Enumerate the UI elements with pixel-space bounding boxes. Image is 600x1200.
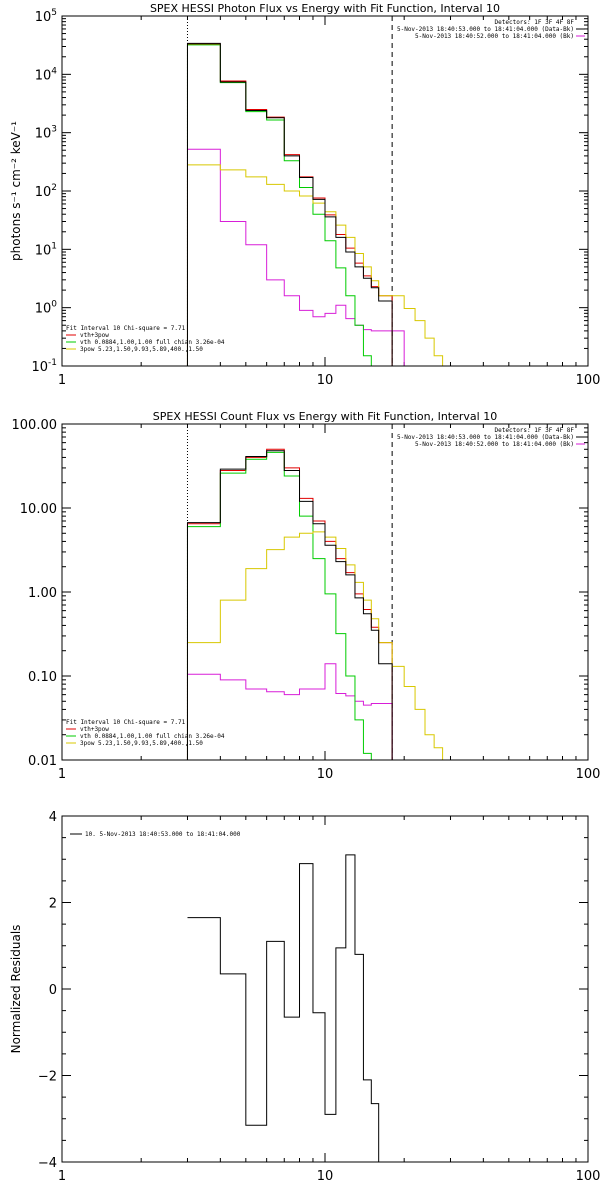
y-tick-label: 101	[35, 241, 57, 258]
x-tick-label: 1	[58, 373, 66, 388]
x-tick-label: 1	[58, 1169, 66, 1184]
legend-entry: 10. 5-Nov-2013 18:40:53.000 to 18:41:04.…	[85, 831, 241, 838]
chart-title: SPEX HESSI Count Flux vs Energy with Fit…	[153, 410, 497, 423]
chart-panel-2: SPEX HESSI Count Flux vs Energy with Fit…	[12, 410, 600, 782]
legend-entry: 3pow 5.23,1.50,9.93,5.89,400.,1.50	[80, 740, 203, 747]
y-tick-label: 0.10	[28, 670, 57, 685]
plot-frame	[61, 423, 589, 761]
header-line: Detectors: 1F 3F 4F 8F	[495, 427, 575, 434]
x-tick-label: 10	[317, 767, 334, 782]
y-tick-label: 100.00	[12, 418, 58, 433]
y-axis-label: Normalized Residuals	[9, 925, 23, 1054]
y-tick-label: 105	[35, 8, 57, 25]
x-tick-label: 100	[576, 373, 600, 388]
y-tick-label: 103	[35, 125, 57, 142]
header-line: 5-Nov-2013 18:40:52.000 to 18:41:04.000 …	[415, 33, 574, 40]
legend-entry: vth+3pow	[80, 726, 109, 733]
header-line: 5-Nov-2013 18:40:52.000 to 18:41:04.000 …	[415, 441, 574, 448]
x-tick-label: 1	[58, 767, 66, 782]
series-line-1	[187, 854, 380, 1162]
x-tick-label: 100	[576, 767, 600, 782]
chart-panel-3: Normalized Residuals 1 10 100 −4 −2 0 2 4 10. 5-N…	[9, 810, 600, 1184]
header-line: 5-Nov-2013 18:40:53.000 to 18:41:04.000 …	[397, 26, 574, 33]
x-tick-label: 10	[317, 373, 334, 388]
series-line-5	[186, 450, 393, 760]
legend-title: Fit Interval 10 Chi-square = 7.71	[66, 719, 186, 726]
y-axis-label: photons s⁻¹ cm⁻² keV⁻¹	[9, 121, 23, 261]
series-line-1	[186, 148, 405, 366]
y-tick-label: 4	[49, 810, 57, 825]
header-line: 5-Nov-2013 18:40:53.000 to 18:41:04.000 …	[397, 434, 574, 441]
y-tick-label: 1.00	[28, 586, 57, 601]
legend-entry: vth 0.0884,1.00,1.00 full chian 3.26e-04	[80, 339, 225, 346]
y-tick-label: 104	[35, 66, 58, 83]
series-line-5	[186, 42, 393, 366]
x-tick-label: 10	[317, 1169, 334, 1184]
y-tick-label: 10-1	[31, 358, 57, 375]
legend-entry: vth 0.0884,1.00,1.00 full chian 3.26e-04	[80, 733, 225, 740]
series-line-4	[186, 531, 451, 760]
y-tick-label: 102	[35, 183, 57, 200]
plot-frame	[61, 15, 589, 367]
legend-title: Fit Interval 10 Chi-square = 7.71	[66, 325, 186, 332]
legend-entry: 3pow 5.23,1.50,9.93,5.89,400.,1.50	[80, 346, 203, 353]
series-line-4	[186, 164, 451, 366]
x-tick-label: 100	[576, 1169, 600, 1184]
y-tick-label: 0.01	[28, 754, 57, 769]
chart-title: SPEX HESSI Photon Flux vs Energy with Fi…	[150, 2, 500, 15]
y-tick-label: −2	[38, 1070, 57, 1085]
y-tick-label: −4	[38, 1156, 57, 1171]
y-tick-label: 0	[49, 983, 57, 998]
series-line-1	[186, 663, 393, 760]
y-tick-label: 100	[35, 300, 58, 317]
chart-panel-1: SPEX HESSI Photon Flux vs Energy with Fi…	[9, 2, 600, 388]
series-line-3	[186, 451, 372, 760]
header-line: Detectors: 1F 3F 4F 8F	[495, 19, 575, 26]
plot-frame	[61, 815, 589, 1163]
y-tick-label: 2	[49, 897, 57, 912]
legend-entry: vth+3pow	[80, 332, 109, 339]
y-tick-label: 10.00	[20, 502, 57, 517]
